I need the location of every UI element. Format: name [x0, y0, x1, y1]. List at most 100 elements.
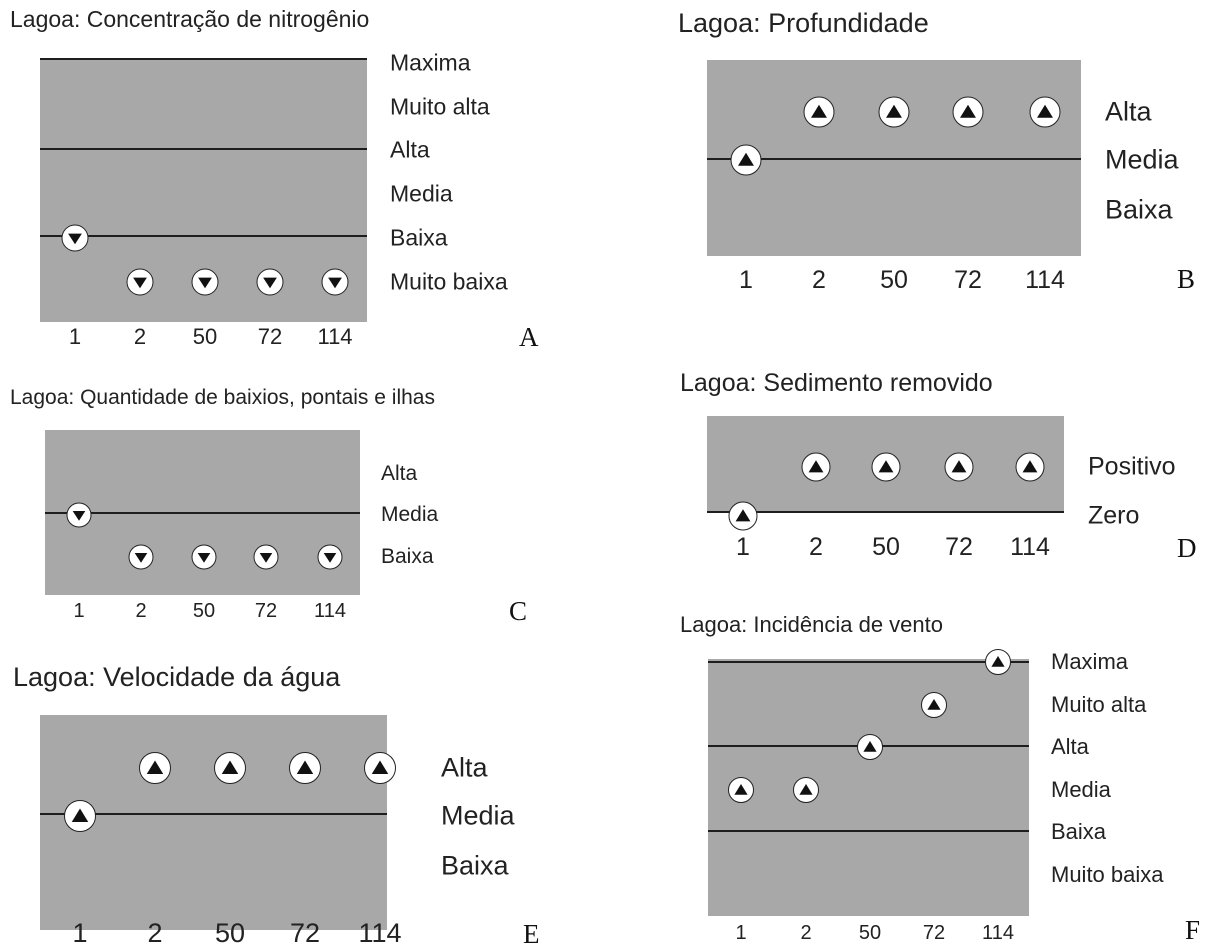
data-point-down-icon — [61, 224, 89, 252]
y-level-label: Maxima — [1051, 649, 1129, 674]
reference-line — [45, 512, 360, 514]
x-tick-label: 72 — [257, 324, 283, 349]
x-tick-label: 72 — [289, 918, 321, 948]
y-level-label: Positivo — [1088, 452, 1176, 481]
data-point-up-icon — [214, 752, 246, 784]
y-level-label: Media — [381, 503, 439, 526]
x-tick-label: 50 — [858, 922, 882, 944]
chart-title-d: Lagoa: Sedimento removido — [680, 369, 993, 397]
x-tick-label: 2 — [133, 324, 147, 349]
x-tick-label: 1 — [68, 324, 82, 349]
x-tick-label: 114 — [314, 600, 346, 622]
x-tick-label: 1 — [72, 918, 88, 948]
y-level-label: Alta — [381, 462, 418, 485]
panel-letter-b: B — [1177, 264, 1196, 294]
y-level-label: Baixa — [1105, 194, 1173, 225]
data-point-down-icon — [128, 544, 154, 570]
plot-area-b — [707, 60, 1081, 256]
reference-line — [40, 235, 367, 237]
plot-area-c — [45, 430, 360, 595]
y-level-label: Muito baixa — [1051, 862, 1164, 887]
y-level-label: Media — [441, 800, 515, 831]
data-point-down-icon — [256, 268, 284, 296]
panel-letter-e: E — [523, 919, 540, 949]
x-tick-label: 1 — [739, 266, 753, 294]
y-level-label: Media — [1105, 144, 1179, 175]
chart-title-c: Lagoa: Quantidade de baixios, pontais e … — [10, 386, 435, 409]
y-level-label: Muito alta — [390, 93, 490, 120]
x-tick-label: 2 — [135, 600, 147, 622]
reference-line — [708, 830, 1029, 832]
reference-line — [708, 661, 1029, 663]
y-level-label: Zero — [1088, 501, 1140, 530]
x-tick-label: 1 — [73, 600, 85, 622]
x-tick-label: 50 — [192, 324, 218, 349]
x-tick-label: 114 — [982, 922, 1014, 944]
x-tick-label: 2 — [809, 533, 823, 561]
data-point-up-icon — [944, 452, 974, 482]
data-point-up-icon — [921, 692, 947, 718]
y-level-label: Alta — [441, 752, 488, 783]
data-point-up-icon — [803, 96, 835, 128]
panel-letter-c: C — [509, 596, 528, 626]
x-tick-label: 72 — [954, 266, 982, 294]
data-point-up-icon — [985, 649, 1011, 675]
data-point-up-icon — [728, 501, 758, 531]
y-level-label: Maxima — [390, 49, 471, 76]
reference-line — [707, 158, 1081, 160]
y-level-label: Media — [390, 180, 453, 207]
data-point-up-icon — [1029, 96, 1061, 128]
y-level-label: Muito baixa — [390, 268, 508, 295]
x-tick-label: 2 — [800, 922, 812, 944]
reference-line — [40, 813, 387, 815]
data-point-down-icon — [191, 268, 219, 296]
reference-line — [40, 148, 367, 150]
data-point-up-icon — [871, 452, 901, 482]
x-tick-label: 50 — [214, 918, 246, 948]
plot-area-e — [40, 715, 387, 930]
y-level-label: Baixa — [1051, 819, 1107, 844]
y-level-label: Alta — [390, 136, 430, 163]
data-point-up-icon — [878, 96, 910, 128]
x-tick-label: 114 — [317, 324, 353, 349]
panel-letter-d: D — [1177, 533, 1197, 563]
x-tick-label: 72 — [945, 533, 973, 561]
x-tick-label: 50 — [872, 533, 900, 561]
x-tick-label: 114 — [1010, 533, 1050, 561]
x-tick-label: 1 — [735, 922, 747, 944]
data-point-up-icon — [289, 752, 321, 784]
data-point-up-icon — [364, 752, 396, 784]
data-point-up-icon — [64, 800, 96, 832]
data-point-up-icon — [730, 144, 762, 176]
chart-title-b: Lagoa: Profundidade — [678, 8, 929, 38]
data-point-up-icon — [952, 96, 984, 128]
y-level-label: Media — [1051, 777, 1111, 802]
y-level-label: Alta — [1105, 96, 1152, 127]
reference-line — [40, 58, 367, 60]
x-tick-label: 1 — [736, 533, 750, 561]
x-tick-label: 2 — [812, 266, 826, 294]
y-level-label: Alta — [1051, 734, 1089, 759]
data-point-up-icon — [801, 452, 831, 482]
x-tick-label: 50 — [880, 266, 908, 294]
y-level-label: Baixa — [390, 224, 448, 251]
chart-title-f: Lagoa: Incidência de vento — [680, 612, 943, 637]
plot-area-f — [708, 659, 1029, 916]
data-point-down-icon — [317, 544, 343, 570]
data-point-down-icon — [66, 502, 92, 528]
panel-letter-f: F — [1185, 915, 1201, 945]
reference-line — [707, 511, 1064, 513]
data-point-down-icon — [126, 268, 154, 296]
x-tick-label: 50 — [192, 600, 216, 622]
data-point-up-icon — [1015, 452, 1045, 482]
y-level-label: Baixa — [441, 850, 509, 881]
x-tick-label: 114 — [1025, 266, 1065, 294]
x-tick-label: 72 — [922, 922, 946, 944]
data-point-up-icon — [728, 777, 754, 803]
chart-title-a: Lagoa: Concentração de nitrogênio — [10, 6, 370, 32]
chart-title-e: Lagoa: Velocidade da água — [13, 662, 341, 692]
data-point-down-icon — [321, 268, 349, 296]
x-tick-label: 114 — [358, 918, 402, 948]
data-point-down-icon — [191, 544, 217, 570]
data-point-up-icon — [139, 752, 171, 784]
